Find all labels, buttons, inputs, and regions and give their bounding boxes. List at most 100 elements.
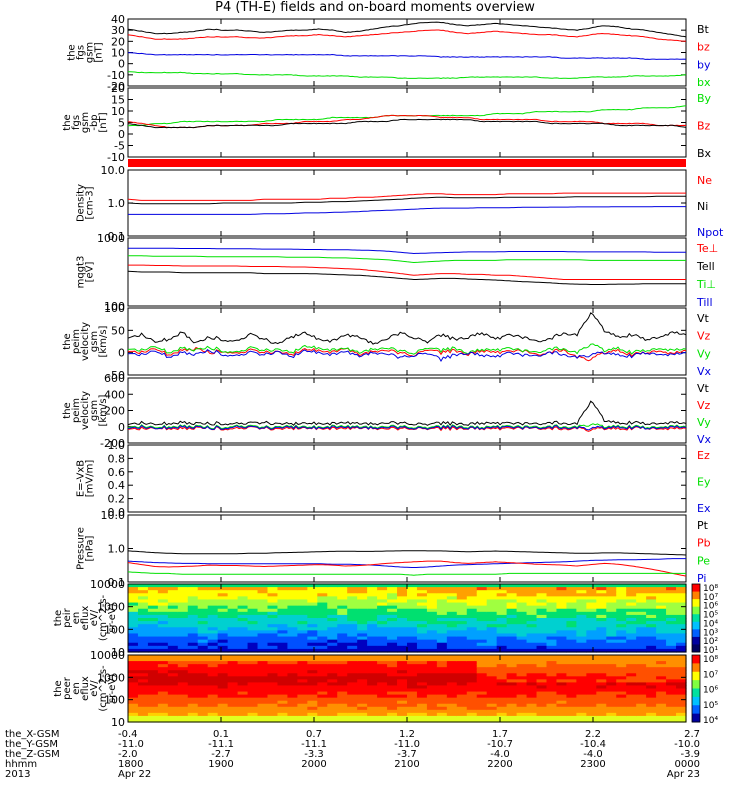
spectrogram-cell — [377, 639, 388, 644]
spectrogram-cell — [556, 715, 568, 720]
spectrogram-cell — [407, 599, 418, 604]
spectrogram-cell — [257, 715, 269, 720]
spectrogram-cell — [666, 611, 677, 616]
spectrogram-cell — [277, 624, 289, 628]
spectrogram-cell — [596, 697, 607, 702]
y-axis-label: E=-VxB — [76, 460, 87, 497]
spectrogram-cell — [128, 697, 139, 702]
spectrogram-cell — [397, 602, 408, 607]
spectrogram-cell — [436, 655, 448, 659]
spectrogram-cell — [277, 611, 289, 616]
spectrogram-cell — [656, 633, 667, 638]
spectrogram-cell — [337, 590, 348, 594]
spectrogram-cell — [466, 621, 478, 625]
spectrogram-cell — [327, 673, 338, 677]
spectrogram-cell — [207, 624, 219, 628]
spectrogram-cell — [496, 676, 508, 680]
spectrogram-cell — [416, 670, 428, 674]
spectrogram-cell — [426, 636, 438, 641]
spectrogram-cell — [606, 602, 617, 607]
spectrogram-cell — [646, 611, 657, 616]
spectrogram-cell — [616, 648, 627, 653]
spectrogram-cell — [167, 593, 179, 597]
spectrogram-cell — [516, 621, 528, 625]
spectrogram-cell — [576, 587, 587, 591]
spectrogram-cell — [426, 584, 438, 588]
spectrogram-cell — [476, 655, 488, 659]
spectrogram-cell — [416, 682, 428, 687]
spectrogram-cell — [426, 670, 438, 674]
spectrogram-cell — [426, 590, 438, 594]
spectrogram-cell — [367, 639, 378, 644]
spectrogram-cell — [287, 608, 298, 613]
spectrogram-cell — [197, 670, 209, 674]
spectrogram-cell — [297, 676, 308, 680]
spectrogram-cell — [476, 605, 488, 610]
spectrogram-cell — [407, 700, 418, 705]
spectrogram-cell — [157, 661, 169, 665]
y-axis-label: peir — [62, 607, 73, 627]
spectrogram-cell — [287, 700, 298, 705]
spectrogram-cell — [526, 648, 538, 653]
spectrogram-cell — [257, 614, 269, 619]
spectrogram-cell — [536, 642, 548, 647]
spectrogram-cell — [636, 661, 647, 665]
spectrogram-cell — [377, 712, 388, 717]
spectrogram-cell — [656, 627, 667, 631]
spectrogram-cell — [327, 661, 338, 665]
spectrogram-cell — [287, 673, 298, 677]
spectrogram-cell — [267, 614, 279, 619]
spectrogram-cell — [496, 673, 508, 677]
spectrogram-cell — [676, 685, 687, 690]
spectrogram-cell — [157, 599, 169, 604]
spectrogram-cell — [257, 621, 269, 625]
spectrogram-cell — [426, 633, 438, 638]
spectrogram-cell — [586, 679, 597, 684]
spectrogram-cell — [496, 715, 508, 720]
spectrogram-cell — [636, 627, 647, 631]
spectrogram-cell — [536, 664, 548, 668]
spectrogram-cell — [297, 587, 308, 591]
series-line-Bx — [127, 118, 687, 129]
spectrogram-cell — [526, 664, 538, 668]
spectrogram-cell — [666, 639, 677, 644]
spectrogram-cell — [327, 700, 338, 705]
spectrogram-cell — [307, 642, 318, 647]
spectrogram-cell — [576, 673, 587, 677]
spectrogram-cell — [446, 593, 458, 597]
x-axis-row-label: the_Z-GSM — [5, 749, 60, 760]
spectrogram-cell — [436, 667, 448, 671]
spectrogram-cell — [596, 706, 607, 711]
spectrogram-cell — [556, 624, 568, 628]
spectrogram-cell — [367, 655, 378, 659]
spectrogram-cell — [446, 614, 458, 619]
spectrogram-cell — [506, 676, 518, 680]
spectrogram-cell — [357, 621, 368, 625]
spectrogram-cell — [147, 633, 159, 638]
spectrogram-cell — [606, 664, 617, 668]
spectrogram-cell — [536, 630, 548, 635]
spectrogram-cell — [666, 679, 677, 684]
spectrogram-cell — [606, 697, 617, 702]
spectrogram-cell — [606, 593, 617, 597]
x-axis-row-label: 2013 — [5, 769, 30, 780]
spectrogram-cell — [407, 621, 418, 625]
spectrogram-cell — [197, 602, 209, 607]
spectrogram-cell — [626, 691, 637, 696]
spectrogram-cell — [416, 645, 428, 650]
spectrogram-cell — [466, 688, 478, 693]
spectrogram-cell — [466, 700, 478, 705]
spectrogram-cell — [536, 682, 548, 687]
spectrogram-cell — [516, 599, 528, 604]
spectrogram-cell — [526, 584, 538, 588]
spectrogram-cell — [446, 587, 458, 591]
spectrogram-cell — [337, 667, 348, 671]
spectrogram-cell — [347, 709, 358, 714]
legend-label: Pt — [697, 519, 709, 532]
spectrogram-cell — [506, 614, 518, 619]
spectrogram-cell — [207, 715, 219, 720]
spectrogram-cell — [516, 673, 528, 677]
spectrogram-cell — [227, 703, 239, 708]
spectrogram-cell — [646, 614, 657, 619]
spectrogram-cell — [307, 599, 318, 604]
